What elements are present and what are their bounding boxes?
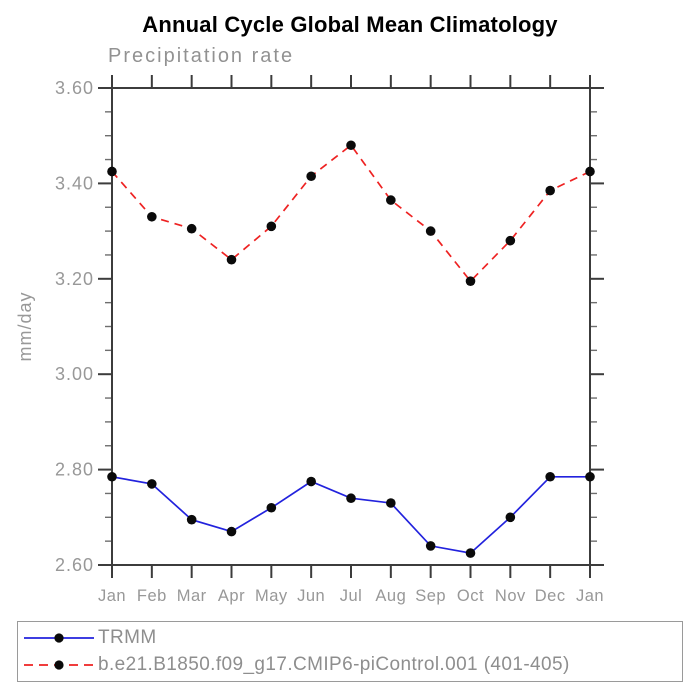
data-point	[226, 526, 237, 537]
legend-label-trmm: TRMM	[98, 627, 157, 649]
x-tick-label: Dec	[535, 587, 566, 605]
data-point	[386, 195, 396, 205]
data-point	[266, 221, 277, 232]
data-point	[306, 171, 316, 182]
data-point	[585, 471, 595, 482]
x-tick-label: Aug	[375, 587, 406, 605]
y-tick-label: 3.00	[55, 364, 94, 384]
data-point	[425, 226, 436, 236]
legend-label-model: b.e21.B1850.f09_g17.CMIP6-piControl.001 …	[98, 653, 570, 675]
data-point	[266, 502, 277, 513]
x-tick-label: Mar	[177, 587, 207, 605]
data-point	[545, 471, 555, 482]
data-point	[346, 140, 356, 151]
x-tick-label: Sep	[415, 587, 446, 605]
data-point	[107, 166, 117, 177]
data-point	[545, 185, 555, 196]
x-tick-label: May	[255, 587, 288, 605]
x-tick-label: Jan	[98, 587, 126, 605]
trmm-line-sample-icon	[24, 633, 94, 643]
data-point	[505, 235, 516, 246]
x-tick-label: Oct	[457, 587, 484, 605]
data-point	[186, 514, 197, 525]
data-point	[585, 166, 595, 177]
data-point	[505, 512, 516, 523]
x-tick-label: Jan	[576, 587, 604, 605]
data-point	[147, 479, 157, 489]
plot-frame	[111, 87, 591, 566]
y-tick-label: 2.60	[55, 555, 94, 575]
series-line-0	[111, 475, 590, 555]
data-point	[226, 254, 237, 265]
y-tick-label: 2.80	[55, 460, 94, 480]
chart-title: Annual Cycle Global Mean Climatology	[142, 12, 558, 37]
y-axis-title: mm/day	[15, 291, 35, 361]
y-tick-label: 3.20	[55, 269, 94, 289]
y-tick-label: 3.60	[55, 78, 94, 98]
legend-item-model: b.e21.B1850.f09_g17.CMIP6-piControl.001 …	[18, 652, 682, 678]
x-tick-label: Jun	[297, 587, 325, 605]
data-point	[386, 498, 396, 508]
x-tick-label: Nov	[495, 587, 526, 605]
legend-item-trmm: TRMM	[18, 625, 682, 651]
model-line-sample-icon	[24, 660, 94, 670]
data-point	[465, 548, 476, 558]
series-line-1	[111, 143, 591, 283]
data-point	[465, 276, 476, 286]
chart-subtitle: Precipitation rate	[108, 45, 295, 67]
data-point	[186, 223, 197, 234]
data-point	[147, 211, 157, 222]
data-point	[107, 471, 117, 482]
x-tick-label: Apr	[218, 587, 245, 605]
data-point	[306, 476, 316, 487]
x-tick-label: Jul	[340, 587, 363, 605]
y-tick-label: 3.40	[55, 173, 94, 193]
data-point	[346, 493, 356, 504]
x-tick-label: Feb	[137, 587, 167, 605]
legend: TRMM b.e21.B1850.f09_g17.CMIP6-piControl…	[17, 621, 683, 682]
data-point	[425, 541, 436, 551]
